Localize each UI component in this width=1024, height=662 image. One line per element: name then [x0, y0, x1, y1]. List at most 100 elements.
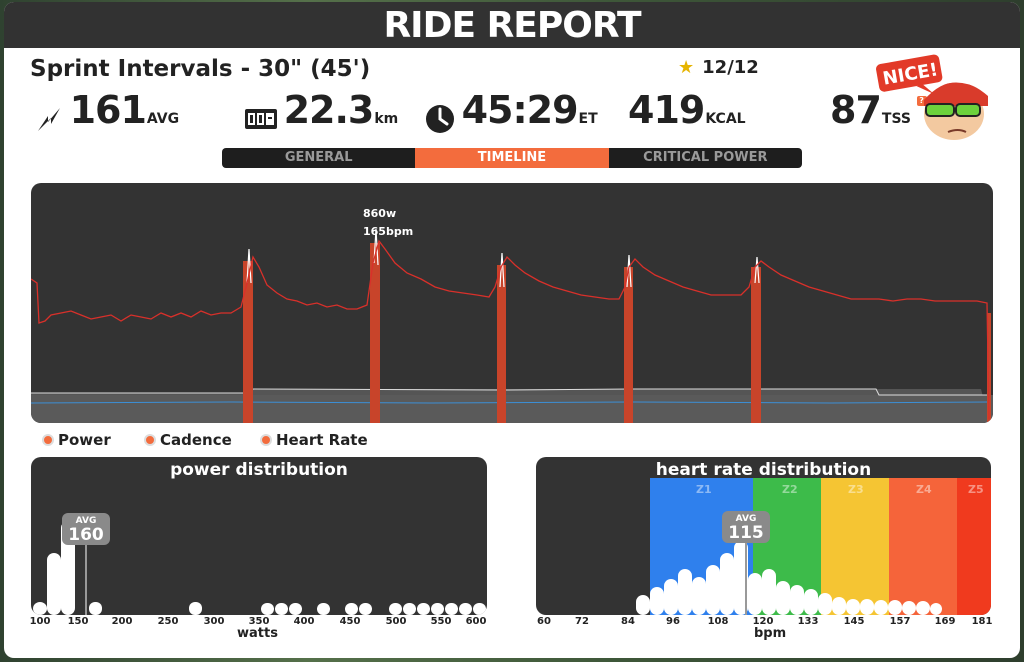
tab-general[interactable]: GENERAL	[222, 148, 416, 168]
peak-tooltip: 860w 165bpm	[363, 205, 413, 241]
power-tick: 200	[111, 616, 133, 627]
legend-power[interactable]: Power	[42, 431, 111, 449]
hr-tick: 133	[797, 616, 819, 627]
distance-value: 22.3	[283, 88, 375, 132]
zone-label-z5: Z5	[968, 483, 984, 496]
hr-bar	[692, 577, 706, 615]
hr-tick: 145	[843, 616, 865, 627]
power-bars	[33, 521, 486, 615]
power-tick: 350	[248, 616, 270, 627]
power-blue-line	[31, 401, 990, 404]
sprint-spike-2	[373, 228, 379, 266]
power-tick: 300	[203, 616, 225, 627]
power-bar	[189, 602, 202, 615]
ride-report-panel: RIDE REPORT Sprint Intervals - 30" (45')…	[4, 2, 1020, 658]
hr-tick: 169	[934, 616, 956, 627]
calories-value: 419	[628, 88, 705, 132]
sprint-spike-5	[754, 256, 760, 284]
hr-avg-label: AVG	[735, 514, 757, 524]
power-bar	[359, 603, 372, 615]
power-bar	[431, 603, 444, 615]
mascot-avatar: NICE!	[874, 52, 988, 140]
legend-heart-rate[interactable]: Heart Rate	[260, 431, 368, 449]
power-tick: 500	[385, 616, 407, 627]
hr-bar	[888, 600, 902, 615]
power-tick: 250	[157, 616, 179, 627]
hr-zone-z3	[821, 478, 889, 615]
power-bar	[33, 602, 47, 615]
legend-cadence[interactable]: Cadence	[144, 431, 232, 449]
power-avg-badge: AVG 160	[62, 513, 110, 545]
hr-bar	[846, 599, 860, 615]
hr-tick: 181	[971, 616, 993, 627]
power-bolt-icon	[38, 107, 60, 131]
hr-bar	[650, 587, 664, 615]
title-bar: RIDE REPORT	[4, 2, 1020, 48]
hr-bar	[748, 573, 762, 615]
power-tick: 400	[293, 616, 315, 627]
hr-bar	[916, 601, 930, 615]
tss-value: 87	[830, 88, 882, 132]
mascot-face-icon	[924, 78, 988, 140]
hr-bar	[762, 569, 776, 615]
hr-tick: 60	[537, 616, 551, 627]
power-histogram	[33, 521, 486, 615]
hr-distribution-title: heart rate distribution	[655, 460, 872, 480]
hr-bar	[734, 541, 748, 615]
zone-label-z2: Z2	[782, 483, 798, 496]
power-tick: 100	[29, 616, 51, 627]
power-bar	[275, 603, 288, 615]
sprint-spike-1	[246, 248, 252, 284]
hr-avg-badge: AVG 115	[722, 511, 770, 543]
sprint-bar-2	[370, 243, 380, 423]
tss-help-icon[interactable]: ?	[916, 96, 927, 106]
tab-timeline[interactable]: TIMELINE	[415, 148, 609, 168]
sprint-spike-3	[499, 252, 505, 288]
sprint-bar-3	[497, 265, 506, 423]
zone-label-z3: Z3	[848, 483, 864, 496]
power-bar	[403, 603, 416, 615]
heart-rate-toggle-icon	[260, 434, 272, 446]
legend-power-label: Power	[58, 431, 111, 449]
report-tabs: GENERAL TIMELINE CRITICAL POWER	[222, 148, 802, 168]
power-distribution-title: power distribution	[170, 460, 348, 480]
elapsed-time-unit: ET	[578, 111, 598, 127]
power-bar	[47, 553, 61, 615]
hr-zone-z4	[889, 478, 957, 615]
hr-bar	[664, 579, 678, 615]
heart-rate-line	[31, 239, 990, 420]
stat-time: 45:29ET	[424, 88, 598, 133]
power-avg-label: AVG	[75, 516, 97, 526]
power-bar	[417, 603, 430, 615]
sprint-bar-1	[243, 261, 253, 423]
avg-power-value: 161	[69, 88, 147, 132]
tss-unit: TSS	[881, 111, 911, 127]
cadence-toggle-icon	[144, 434, 156, 446]
tab-critical-power[interactable]: CRITICAL POWER	[608, 148, 802, 168]
power-distribution-chart: power distribution AVG 160	[31, 457, 487, 615]
power-bar	[445, 603, 458, 615]
hr-axis-label: bpm	[754, 626, 787, 641]
hr-bar	[776, 581, 790, 615]
zone-label-z4: Z4	[916, 483, 932, 496]
power-bar	[261, 603, 274, 615]
stat-calories: 419KCAL	[628, 88, 746, 132]
distance-unit: km	[374, 111, 399, 127]
zone-label-z1: Z1	[696, 483, 712, 496]
power-tick: 600	[465, 616, 487, 627]
hr-bar	[860, 599, 874, 615]
power-toggle-icon	[42, 434, 54, 446]
power-axis-label: watts	[237, 626, 278, 641]
hr-bar	[790, 585, 804, 615]
power-bar	[459, 603, 472, 615]
sprint-power-bars	[243, 243, 991, 423]
power-bar	[89, 602, 102, 615]
hr-bar	[902, 601, 916, 615]
timeline-chart[interactable]: 860w 165bpm	[31, 183, 993, 423]
hr-bar	[636, 595, 650, 615]
power-avg-value: 160	[68, 525, 104, 545]
hr-zones	[650, 478, 991, 615]
hr-tick: 96	[666, 616, 680, 627]
hr-bar	[930, 603, 942, 615]
power-baseline-area	[31, 395, 993, 423]
